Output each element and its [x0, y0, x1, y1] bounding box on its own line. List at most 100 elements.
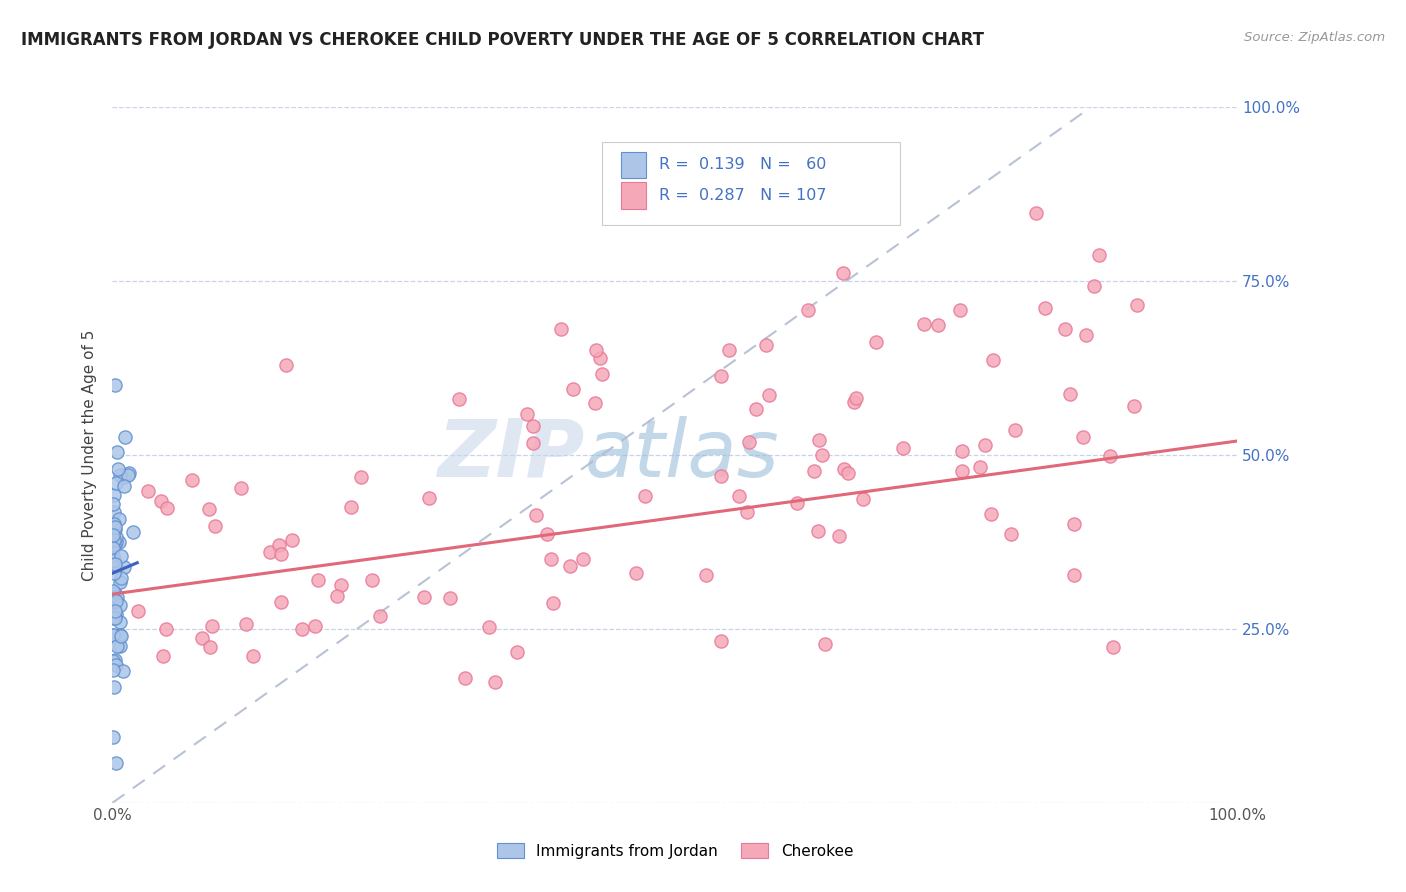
Point	[973, 438, 995, 452]
Legend: Immigrants from Jordan, Cherokee: Immigrants from Jordan, Cherokee	[491, 837, 859, 864]
Point	[710, 634, 733, 648]
Point	[1033, 301, 1056, 315]
Point	[832, 266, 855, 280]
Point	[418, 491, 440, 506]
Point	[112, 478, 135, 492]
Point	[1123, 399, 1146, 413]
Point	[758, 388, 780, 402]
Point	[1074, 328, 1097, 343]
Point	[101, 528, 124, 542]
Point	[1083, 279, 1105, 293]
Point	[127, 604, 149, 618]
Point	[117, 468, 139, 483]
Point	[101, 611, 124, 625]
Point	[108, 575, 131, 590]
Point	[738, 434, 761, 449]
Point	[1125, 298, 1147, 312]
Point	[270, 595, 292, 609]
Text: IMMIGRANTS FROM JORDAN VS CHEROKEE CHILD POVERTY UNDER THE AGE OF 5 CORRELATION : IMMIGRANTS FROM JORDAN VS CHEROKEE CHILD…	[21, 31, 984, 49]
Point	[180, 473, 202, 487]
Point	[786, 496, 808, 510]
Point	[104, 658, 127, 673]
Point	[803, 463, 825, 477]
Point	[155, 622, 177, 636]
Point	[522, 418, 544, 433]
Point	[103, 538, 125, 552]
Point	[506, 645, 529, 659]
Point	[110, 571, 132, 585]
Point	[1063, 517, 1085, 532]
Bar	[621, 152, 645, 178]
Point	[949, 303, 972, 318]
Point	[950, 464, 973, 478]
Point	[439, 591, 461, 605]
Point	[449, 392, 471, 406]
Point	[1101, 640, 1123, 654]
Point	[269, 538, 291, 552]
Point	[118, 466, 141, 480]
Point	[136, 483, 159, 498]
Point	[814, 638, 837, 652]
Point	[104, 557, 127, 571]
Point	[1000, 526, 1022, 541]
Point	[105, 593, 128, 607]
Point	[329, 577, 352, 591]
Point	[270, 547, 292, 561]
Point	[274, 358, 297, 372]
Point	[104, 604, 127, 618]
Point	[104, 756, 127, 770]
Point	[201, 619, 224, 633]
Point	[104, 535, 127, 549]
Point	[536, 526, 558, 541]
Point	[101, 595, 124, 609]
Point	[204, 518, 226, 533]
FancyBboxPatch shape	[602, 142, 900, 226]
Point	[291, 622, 314, 636]
Point	[1088, 248, 1111, 262]
Point	[524, 508, 547, 522]
Point	[307, 573, 329, 587]
Point	[104, 611, 127, 625]
Point	[952, 443, 974, 458]
Point	[808, 433, 831, 447]
Point	[1025, 206, 1047, 220]
Point	[105, 591, 128, 605]
Point	[368, 608, 391, 623]
Point	[150, 494, 173, 508]
Point	[191, 631, 214, 645]
Point	[360, 573, 382, 587]
Point	[101, 541, 124, 555]
Text: ZIP: ZIP	[437, 416, 585, 494]
Point	[572, 552, 595, 566]
Point	[104, 519, 127, 533]
Point	[1098, 449, 1121, 463]
Point	[477, 620, 499, 634]
Point	[912, 317, 935, 331]
Point	[103, 505, 125, 519]
Point	[541, 596, 564, 610]
Point	[104, 653, 127, 667]
Point	[111, 664, 134, 678]
Point	[585, 343, 607, 358]
Point	[755, 338, 778, 352]
Point	[281, 533, 304, 547]
Point	[104, 476, 127, 491]
Point	[634, 489, 657, 503]
Point	[259, 545, 281, 559]
Point	[156, 500, 179, 515]
Point	[591, 368, 613, 382]
Point	[727, 489, 749, 503]
Point	[110, 640, 132, 654]
Point	[103, 566, 125, 580]
Point	[1004, 423, 1026, 437]
Point	[107, 444, 129, 458]
Point	[112, 470, 135, 484]
Point	[810, 448, 832, 462]
Point	[110, 549, 132, 563]
Point	[101, 628, 124, 642]
Point	[735, 505, 758, 519]
Point	[560, 559, 582, 574]
Point	[832, 461, 855, 475]
Y-axis label: Child Poverty Under the Age of 5: Child Poverty Under the Age of 5	[82, 329, 97, 581]
Point	[325, 589, 347, 603]
